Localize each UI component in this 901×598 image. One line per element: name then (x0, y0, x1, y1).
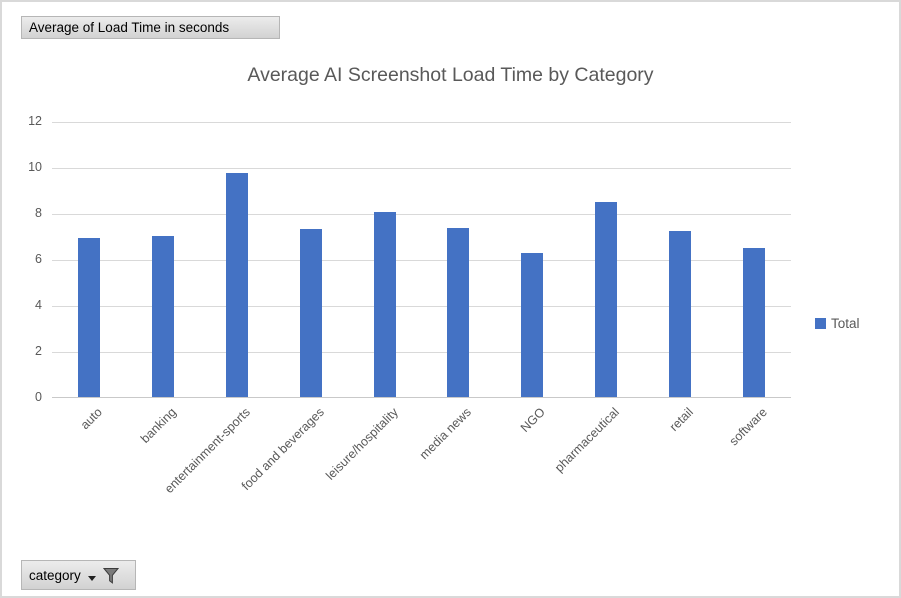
gridline (52, 306, 791, 307)
x-axis-category-label: software (726, 405, 770, 449)
y-axis-tick-label: 0 (35, 390, 42, 404)
y-axis-tick-label: 10 (28, 160, 42, 174)
plot-area (52, 122, 791, 398)
bar-auto[interactable] (77, 238, 100, 397)
x-axis-category-label: food and beverages (238, 405, 327, 494)
y-axis-tick-label: 8 (35, 206, 42, 220)
category-filter-button[interactable]: category (21, 560, 136, 590)
x-axis-category-label: NGO (518, 405, 549, 436)
bar-software[interactable] (743, 247, 766, 397)
x-axis-category-label: banking (137, 405, 179, 446)
bar-ngo[interactable] (521, 253, 544, 397)
gridline (52, 122, 791, 123)
legend: Total (815, 316, 860, 331)
bar-retail[interactable] (669, 231, 692, 397)
dropdown-arrow-icon (87, 575, 96, 581)
x-axis-category-label: retail (666, 405, 697, 435)
bar-media-news[interactable] (447, 227, 470, 397)
value-field-button[interactable]: Average of Load Time in seconds (21, 16, 280, 39)
x-axis-category-label: auto (77, 405, 105, 433)
y-axis-tick-label: 6 (35, 252, 42, 266)
y-axis-tick-label: 2 (35, 344, 42, 358)
gridline (52, 260, 791, 261)
x-axis-category-label: media news (417, 405, 475, 463)
category-filter-label: category (29, 567, 81, 583)
funnel-icon (102, 567, 119, 584)
bar-food-and-beverages[interactable] (299, 229, 322, 397)
x-axis-category-label: pharmaceutical (552, 405, 623, 475)
bar-banking[interactable] (151, 236, 174, 397)
bar-entertainment-sports[interactable] (225, 172, 248, 397)
y-axis-tick-label: 12 (28, 114, 42, 128)
gridline (52, 168, 791, 169)
gridline (52, 352, 791, 353)
y-axis-tick-label: 4 (35, 298, 42, 312)
legend-swatch-icon (815, 318, 826, 329)
bar-pharmaceutical[interactable] (595, 201, 618, 397)
x-axis-category-label: leisure/hospitality (322, 405, 401, 483)
gridline (52, 214, 791, 215)
legend-label: Total (831, 316, 860, 331)
chart-title: Average AI Screenshot Load Time by Categ… (247, 64, 654, 86)
bar-leisure-hospitality[interactable] (373, 211, 396, 397)
x-axis-category-label: entertainment-sports (161, 405, 253, 496)
